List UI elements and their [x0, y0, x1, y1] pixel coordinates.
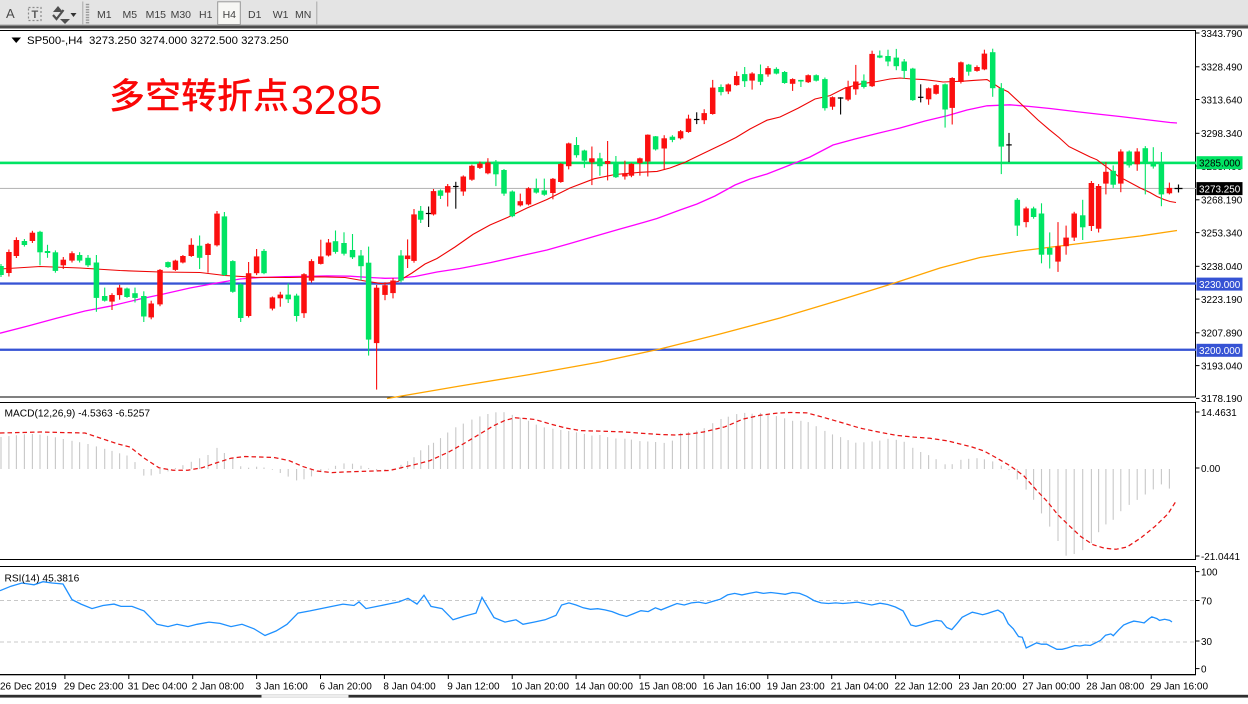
svg-text:SP500-,H4 3273.250 3274.000 3: SP500-,H4 3273.250 3274.000 3272.500 327… — [27, 35, 289, 47]
svg-text:0.00: 0.00 — [1201, 464, 1221, 475]
svg-text:10 Jan 20:00: 10 Jan 20:00 — [511, 682, 569, 693]
svg-text:H1: H1 — [199, 9, 213, 21]
svg-text:22 Jan 12:00: 22 Jan 12:00 — [895, 682, 953, 693]
svg-text:3238.040: 3238.040 — [1201, 262, 1243, 273]
svg-text:3200.000: 3200.000 — [1199, 346, 1241, 357]
svg-text:3268.190: 3268.190 — [1201, 196, 1243, 207]
svg-text:-21.0441: -21.0441 — [1201, 552, 1240, 563]
svg-text:A: A — [6, 6, 15, 21]
svg-text:3343.790: 3343.790 — [1201, 29, 1243, 40]
svg-text:27 Jan 00:00: 27 Jan 00:00 — [1022, 682, 1080, 693]
svg-text:M5: M5 — [123, 9, 138, 21]
svg-text:26 Dec 2019: 26 Dec 2019 — [0, 682, 57, 693]
svg-text:3313.640: 3313.640 — [1201, 95, 1243, 106]
svg-text:70: 70 — [1201, 596, 1212, 607]
svg-text:2 Jan 08:00: 2 Jan 08:00 — [192, 682, 245, 693]
svg-text:3223.190: 3223.190 — [1201, 295, 1243, 306]
svg-text:31 Dec 04:00: 31 Dec 04:00 — [128, 682, 188, 693]
svg-text:MN: MN — [295, 9, 311, 21]
svg-text:3253.340: 3253.340 — [1201, 228, 1243, 239]
svg-text:28 Jan 08:00: 28 Jan 08:00 — [1086, 682, 1144, 693]
svg-text:H4: H4 — [223, 9, 237, 21]
svg-text:3178.190: 3178.190 — [1201, 394, 1243, 405]
svg-text:3 Jan 16:00: 3 Jan 16:00 — [256, 682, 309, 693]
svg-text:M15: M15 — [146, 9, 167, 21]
svg-text:3285.000: 3285.000 — [1199, 159, 1241, 170]
svg-text:21 Jan 04:00: 21 Jan 04:00 — [831, 682, 889, 693]
svg-text:19 Jan 23:00: 19 Jan 23:00 — [767, 682, 825, 693]
svg-text:23 Jan 20:00: 23 Jan 20:00 — [959, 682, 1017, 693]
svg-text:M30: M30 — [171, 9, 192, 21]
svg-text:RSI(14) 45.3816: RSI(14) 45.3816 — [5, 574, 80, 585]
svg-text:W1: W1 — [273, 9, 289, 21]
svg-text:0: 0 — [1201, 664, 1207, 675]
svg-text:D1: D1 — [248, 9, 262, 21]
svg-text:30: 30 — [1201, 637, 1212, 648]
svg-text:3193.040: 3193.040 — [1201, 361, 1243, 372]
svg-text:MACD(12,26,9) -4.5363 -6.5257: MACD(12,26,9) -4.5363 -6.5257 — [5, 409, 151, 420]
svg-text:3328.490: 3328.490 — [1201, 63, 1243, 74]
svg-text:29 Dec 23:00: 29 Dec 23:00 — [64, 682, 124, 693]
svg-text:T: T — [32, 9, 39, 21]
svg-text:M1: M1 — [97, 9, 112, 21]
svg-text:6 Jan 20:00: 6 Jan 20:00 — [320, 682, 373, 693]
svg-text:9 Jan 12:00: 9 Jan 12:00 — [447, 682, 500, 693]
svg-text:29 Jan 16:00: 29 Jan 16:00 — [1150, 682, 1208, 693]
svg-text:14 Jan 00:00: 14 Jan 00:00 — [575, 682, 633, 693]
svg-text:3230.000: 3230.000 — [1199, 280, 1241, 291]
svg-text:100: 100 — [1201, 567, 1218, 578]
svg-text:3273.250: 3273.250 — [1199, 184, 1241, 195]
svg-text:15 Jan 08:00: 15 Jan 08:00 — [639, 682, 697, 693]
svg-text:8 Jan 04:00: 8 Jan 04:00 — [383, 682, 436, 693]
svg-text:3207.890: 3207.890 — [1201, 329, 1243, 340]
svg-text:3298.340: 3298.340 — [1201, 129, 1243, 140]
svg-text:3285: 3285 — [291, 77, 382, 123]
svg-text:14.4631: 14.4631 — [1201, 408, 1237, 419]
svg-text:16 Jan 16:00: 16 Jan 16:00 — [703, 682, 761, 693]
